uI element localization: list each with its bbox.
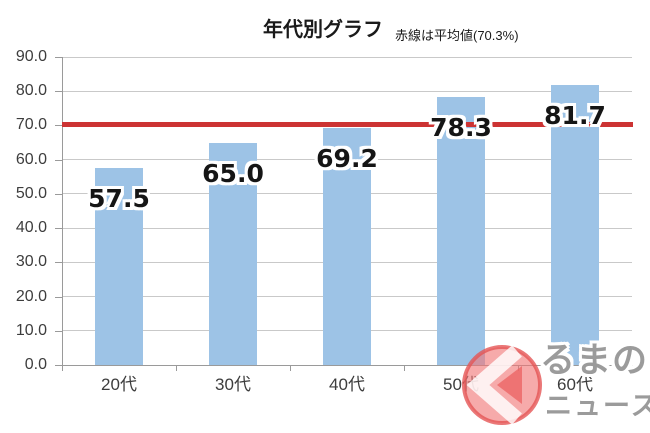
y-tick-mark-20.0 [55, 296, 62, 298]
x-tick-mark-1 [176, 365, 177, 371]
bar-60代 [551, 85, 599, 365]
y-axis-label-10.0: 10.0 [15, 321, 47, 339]
y-axis-label-90.0: 90.0 [15, 48, 47, 65]
data-label-30代: 65.0 [202, 158, 264, 188]
y-tick-mark-80.0 [55, 91, 62, 93]
watermark-text-line2: ニュース [545, 391, 650, 421]
x-tick-mark-5 [632, 365, 633, 371]
bar-30代 [209, 142, 257, 365]
kuruma-news-watermark: るまの ニュース [450, 338, 650, 433]
x-tick-mark-0 [62, 365, 63, 371]
x-axis-label-40代: 40代 [329, 375, 365, 394]
gridline-80.0 [62, 90, 632, 92]
y-axis-label-80.0: 80.0 [15, 82, 47, 100]
chart-subtitle: 赤線は平均値(70.3%) [395, 28, 519, 43]
x-axis-label-20代: 20代 [101, 375, 137, 394]
data-label-20代: 57.5 [88, 184, 150, 214]
data-label-50代: 78.3 [430, 113, 492, 143]
y-tick-mark-40.0 [55, 228, 62, 230]
y-axis-label-50.0: 50.0 [15, 184, 47, 202]
x-tick-mark-2 [290, 365, 291, 371]
y-axis-line [62, 57, 63, 365]
average-line [62, 121, 633, 127]
kuruma-ku-circle-icon [462, 345, 542, 425]
y-tick-mark-50.0 [55, 193, 62, 195]
bar-40代 [323, 128, 371, 365]
y-axis-label-20.0: 20.0 [15, 287, 47, 305]
watermark-text-line1: るまの [540, 341, 649, 380]
y-axis-label-60.0: 60.0 [15, 150, 47, 168]
y-tick-mark-60.0 [55, 159, 62, 161]
bar-50代 [437, 97, 485, 365]
data-label-40代: 69.2 [316, 144, 378, 174]
y-tick-mark-10.0 [55, 330, 62, 332]
y-tick-mark-90.0 [55, 57, 62, 58]
y-axis-label-40.0: 40.0 [15, 219, 47, 237]
y-axis-label-30.0: 30.0 [15, 253, 47, 271]
gridline-90.0 [62, 56, 632, 58]
x-axis-label-30代: 30代 [215, 375, 251, 394]
x-axis-line [62, 365, 633, 366]
y-axis-label-0.0: 0.0 [24, 356, 47, 373]
chart-title: 年代別グラフ [263, 19, 383, 41]
x-axis-label-60代: 60代 [557, 375, 593, 394]
y-tick-mark-70.0 [55, 125, 62, 127]
y-axis-label-70.0: 70.0 [15, 116, 47, 134]
bar-20代 [95, 168, 143, 365]
y-tick-mark-0.0 [55, 365, 62, 366]
data-label-60代: 81.7 [544, 101, 606, 131]
y-tick-mark-30.0 [55, 262, 62, 264]
x-tick-mark-3 [404, 365, 405, 371]
